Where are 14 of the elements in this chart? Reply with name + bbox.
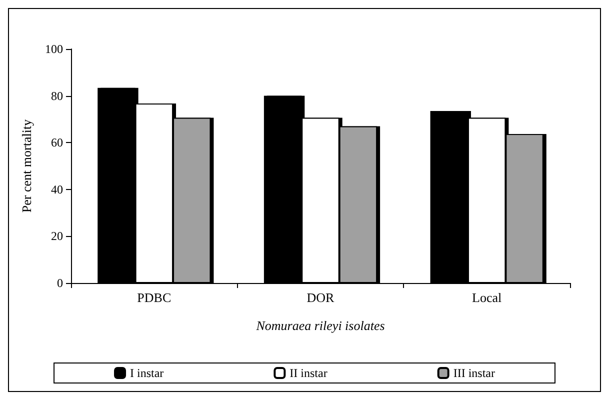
y-axis-title: Per cent mortality [19,118,34,213]
legend-label: I instar [130,366,164,380]
y-tick-label: 0 [57,276,63,290]
y-tick-label: 20 [51,229,63,244]
x-axis-title: Nomuraea rileyi isolates [255,318,385,333]
y-tick-label: 40 [51,182,63,196]
x-tick-label: Local [472,290,502,305]
legend-label: II instar [290,366,328,380]
legend-label: III instar [453,366,495,380]
x-tick-label: PDBC [137,290,172,305]
y-tick-label: 100 [45,42,63,56]
y-tick-label: 60 [51,136,63,150]
x-tick-label: DOR [306,290,335,305]
y-tick-label: 80 [51,88,63,103]
